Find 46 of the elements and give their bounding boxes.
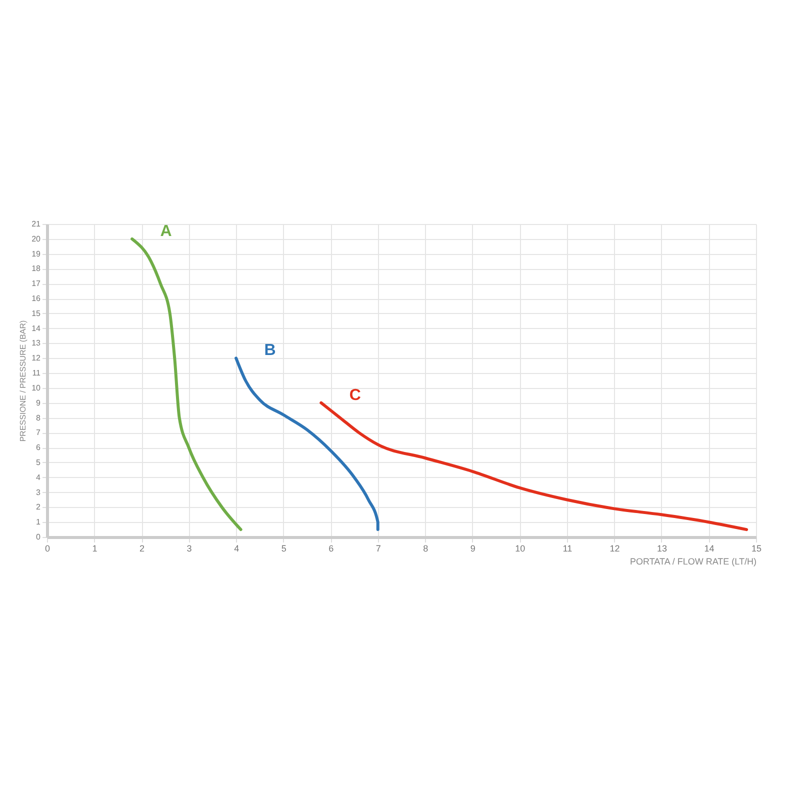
y-tick-label: 11 [32, 368, 42, 378]
series-label: B [264, 342, 276, 360]
x-axis-title: PORTATA / FLOW RATE (LT/H) [630, 556, 756, 566]
y-tick-label: 20 [32, 234, 42, 244]
y-axis-title: PRESSIONE / PRESSURE (BAR) [18, 320, 28, 442]
y-tick-label: 15 [32, 308, 42, 318]
y-tick-label: 14 [32, 324, 42, 333]
x-tick-label: 15 [751, 544, 762, 554]
x-tick-label: 6 [328, 544, 334, 554]
y-tick-label: 12 [32, 354, 42, 363]
y-tick-label: 4 [36, 472, 42, 482]
series-label: A [160, 222, 172, 240]
x-tick-label: 1 [92, 544, 98, 554]
x-tick-label: 14 [704, 544, 714, 554]
y-tick-label: 13 [32, 338, 42, 348]
y-tick-label: 1 [36, 518, 42, 527]
x-tick-label: 4 [234, 544, 240, 554]
line-series [130, 237, 242, 532]
line-series [234, 356, 380, 532]
x-tick-label: 9 [470, 544, 476, 554]
y-tick-label: 17 [32, 279, 42, 288]
y-tick-label: 19 [32, 249, 42, 258]
x-tick-label: 11 [562, 544, 572, 554]
y-tick-label: 2 [36, 502, 42, 512]
x-tick-label: 13 [656, 544, 667, 554]
y-tick-label: 7 [36, 428, 42, 438]
x-tick-label: 7 [376, 544, 381, 554]
y-tick-label: 0 [36, 532, 42, 542]
x-tick-label: 2 [140, 544, 145, 554]
y-tick-label: 16 [32, 294, 42, 304]
y-tick-label: 6 [36, 443, 42, 452]
y-tick-label: 9 [36, 398, 42, 408]
x-tick-label: 10 [515, 544, 526, 554]
series-label: C [349, 386, 362, 404]
x-tick-label: 8 [423, 544, 428, 554]
x-tick-label: 5 [281, 544, 286, 554]
x-tick-label: 12 [610, 544, 620, 554]
y-tick-label: 5 [36, 458, 42, 467]
y-tick-label: 18 [32, 264, 42, 274]
y-tick-label: 8 [36, 413, 42, 422]
y-tick-label: 10 [32, 383, 42, 392]
x-tick-label: 3 [186, 544, 192, 554]
line-series [320, 401, 748, 532]
y-tick-label: 21 [32, 220, 42, 228]
x-tick-label: 0 [44, 544, 50, 554]
y-tick-label: 3 [36, 488, 42, 497]
